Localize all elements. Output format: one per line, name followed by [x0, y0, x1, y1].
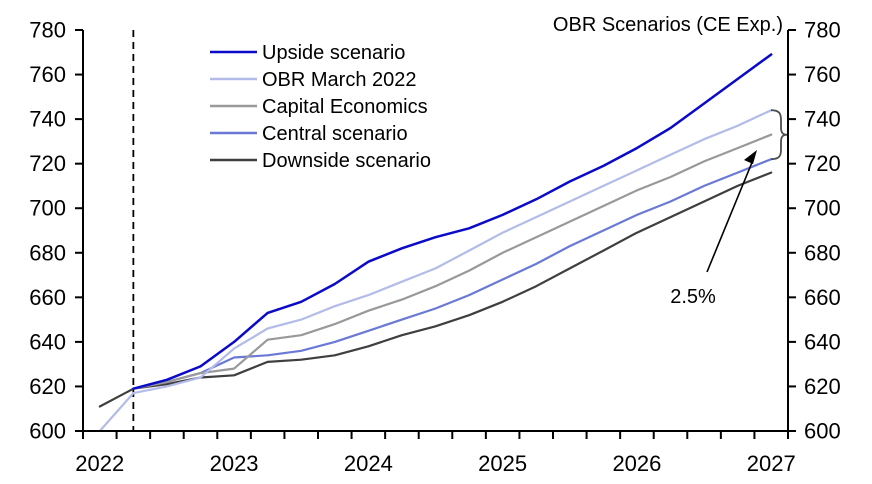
series-line-downside-scenario — [98, 171, 773, 408]
x-tick-label-year: 2023 — [210, 451, 259, 476]
y-tick-label-left: 640 — [29, 329, 66, 354]
series-line-capital-economics — [132, 133, 773, 390]
x-tick-label-year: 2022 — [75, 451, 124, 476]
y-tick-label-left: 620 — [29, 374, 66, 399]
x-tick-label-year: 2026 — [612, 451, 661, 476]
y-tick-label-left: 740 — [29, 107, 66, 132]
y-tick-label-right: 760 — [804, 62, 841, 87]
y-tick-label-right: 600 — [804, 419, 841, 444]
y-tick-label-left: 700 — [29, 196, 66, 221]
gap-bracket — [770, 109, 788, 161]
y-tick-label-left: 760 — [29, 62, 66, 87]
y-tick-label-right: 620 — [804, 374, 841, 399]
x-tick-label-year: 2027 — [747, 451, 796, 476]
series-line-central-scenario — [132, 158, 773, 390]
x-tick-label-year: 2024 — [344, 451, 393, 476]
pct-gap-label: 2.5% — [670, 286, 716, 308]
legend-label-central-scenario: Central scenario — [262, 123, 408, 145]
legend-label-capital-economics: Capital Economics — [262, 96, 428, 118]
y-tick-label-right: 660 — [804, 285, 841, 310]
legend-label-upside-scenario: Upside scenario — [262, 42, 405, 64]
chart-generated: 600 600 620 620 640 640 660 660 680 680 700 700 720 7… — [29, 18, 840, 477]
y-tick-label-left: 600 — [29, 419, 66, 444]
y-tick-label-right: 680 — [804, 240, 841, 265]
series-line-upside-scenario — [132, 53, 773, 390]
annotation-arrow-line — [706, 159, 754, 273]
y-tick-label-right: 720 — [804, 151, 841, 176]
x-tick-label-year: 2025 — [478, 451, 527, 476]
legend-label-obr-march-2022: OBR March 2022 — [262, 69, 417, 91]
y-tick-label-left: 680 — [29, 240, 66, 265]
y-tick-label-right: 740 — [804, 107, 841, 132]
chart-title: OBR Scenarios (CE Exp.) — [553, 14, 783, 36]
legend-label-downside-scenario: Downside scenario — [262, 150, 431, 172]
y-tick-label-right: 700 — [804, 196, 841, 221]
annotation-arrow-head — [744, 150, 757, 164]
y-tick-label-left: 780 — [29, 18, 66, 43]
y-tick-label-right: 780 — [804, 18, 841, 43]
y-tick-label-left: 720 — [29, 151, 66, 176]
series-line-obr-march-2022 — [98, 109, 773, 433]
y-tick-label-left: 660 — [29, 285, 66, 310]
y-tick-label-right: 640 — [804, 329, 841, 354]
